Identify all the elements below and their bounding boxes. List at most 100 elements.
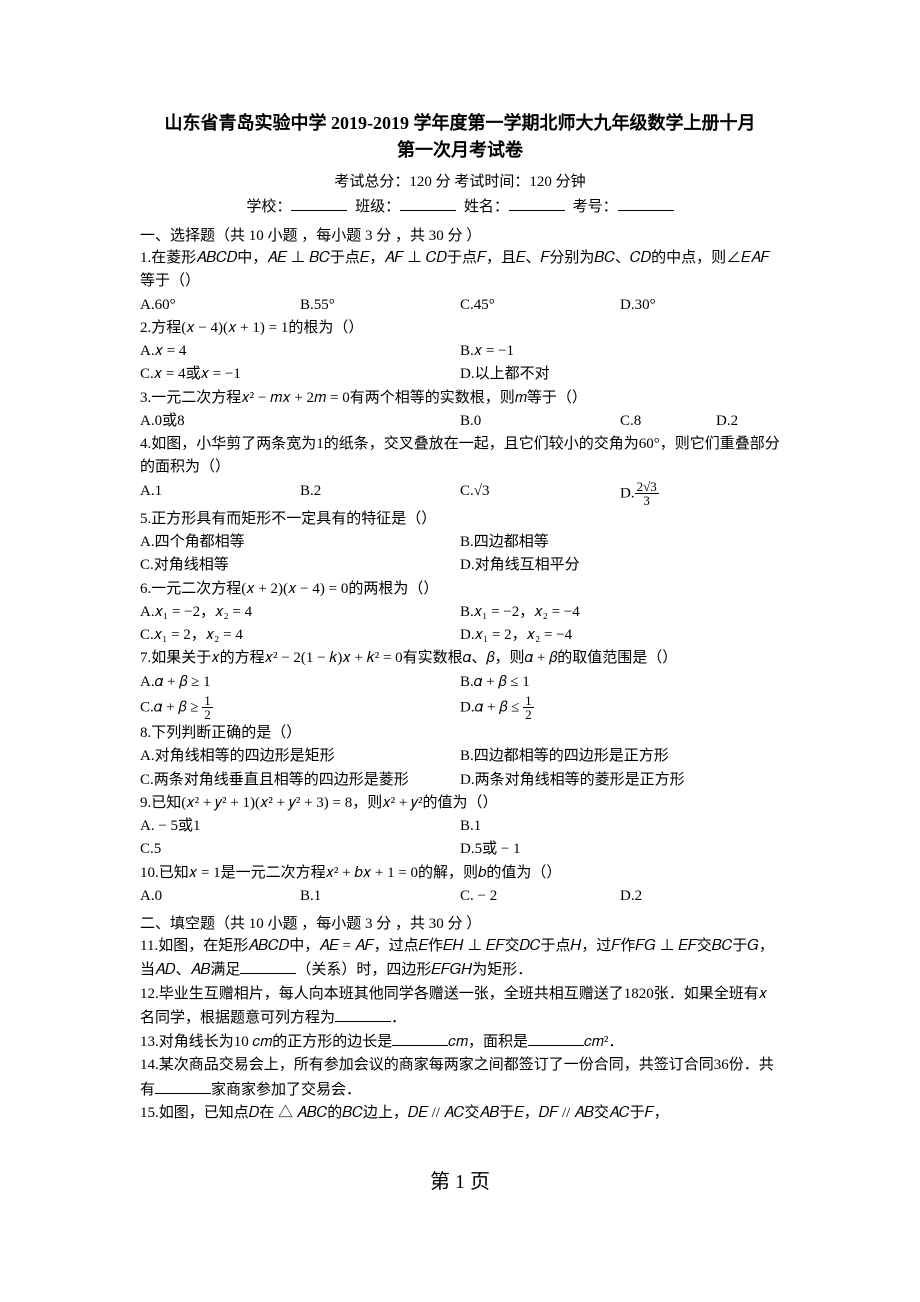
- q2-opt-a: A.𝑥 = 4: [140, 340, 460, 363]
- q4-opt-b: B.2: [300, 480, 460, 508]
- q5-opt-a: A.四个角都相等: [140, 531, 460, 554]
- q8-opt-d: D.两条对角线相等的菱形是正方形: [460, 769, 780, 792]
- q1-opt-c: C.45°: [460, 294, 620, 317]
- section-1-head: 一、选择题（共 10 小题 ，每小题 3 分 ，共 30 分 ）: [140, 224, 780, 245]
- q7-opt-b: B.𝛼 + 𝛽 ≤ 1: [460, 671, 780, 694]
- q5-opt-c: C.对角线相等: [140, 554, 460, 577]
- q7-opt-c: C.𝛼 + 𝛽 ≥ 12: [140, 694, 460, 722]
- q2-opt-c: C.𝑥 = 4或𝑥 = −1: [140, 363, 460, 386]
- q6-opt-a: A.𝑥₁ = −2，𝑥₂ = 4: [140, 601, 460, 624]
- q13-p3: 𝑐𝑚²．: [584, 1034, 623, 1050]
- q7-d-prefix: D.𝛼 + 𝛽 ≤: [460, 699, 523, 715]
- q9-options: A. − 5或1 B.1 C.5 D.5或 − 1: [140, 815, 780, 862]
- q3-options: A.0或8 B.0 C.8 D.2: [140, 410, 780, 433]
- q12-blank: [335, 1006, 391, 1022]
- q12-p2: ．: [391, 1010, 406, 1026]
- q10-stem: 10.已知𝑥 = 1是一元二次方程𝑥² + 𝑏𝑥 + 1 = 0的解，则𝑏的值为…: [140, 862, 780, 885]
- q14-blank: [155, 1078, 211, 1094]
- q1-options: A.60° B.55° C.45° D.30°: [140, 294, 780, 317]
- q7-c-den: 2: [202, 708, 213, 722]
- q4-d-frac: 2√33: [635, 480, 659, 508]
- q7-opt-a: A.𝛼 + 𝛽 ≥ 1: [140, 671, 460, 694]
- title-line-1: 山东省青岛实验中学 2019-2019 学年度第一学期北师大九年级数学上册十月: [165, 113, 756, 133]
- q2-opt-d: D.以上都不对: [460, 363, 780, 386]
- q3-opt-d: D.2: [716, 410, 780, 433]
- q7-d-den: 2: [523, 708, 534, 722]
- q7-c-num: 1: [202, 694, 213, 709]
- q10-opt-c: C. − 2: [460, 885, 620, 908]
- q11-blank: [240, 958, 296, 974]
- q13: 13.对角线长为10 𝑐𝑚的正方形的边长是𝑐𝑚，面积是𝑐𝑚²．: [140, 1030, 780, 1054]
- q7-stem: 7.如果关于𝑥的方程𝑥² − 2(1 − 𝑘)𝑥 + 𝑘² = 0有实数根𝛼、𝛽…: [140, 647, 780, 670]
- q1-stem: 1.在菱形𝐴𝐵𝐶𝐷中，𝐴𝐸 ⊥ 𝐵𝐶于点𝐸，𝐴𝐹 ⊥ 𝐶𝐷于点𝐹，且𝐸、𝐹分别为…: [140, 247, 780, 294]
- blank-id: [618, 195, 674, 211]
- q9-opt-a: A. − 5或1: [140, 815, 460, 838]
- q13-blank-2: [528, 1030, 584, 1046]
- q10-options: A.0 B.1 C. − 2 D.2: [140, 885, 780, 908]
- q3-opt-c: C.8: [620, 410, 716, 433]
- q2-stem: 2.方程(𝑥 − 4)(𝑥 + 1) = 1的根为（）: [140, 317, 780, 340]
- q5-options: A.四个角都相等 B.四边都相等 C.对角线相等 D.对角线互相平分: [140, 531, 780, 578]
- q9-opt-c: C.5: [140, 838, 460, 861]
- q8-options: A.对角线相等的四边形是矩形 B.四边都相等的四边形是正方形 C.两条对角线垂直…: [140, 745, 780, 792]
- page-footer: 第 1 页: [140, 1165, 780, 1194]
- q4-stem: 4.如图，小华剪了两条宽为1的纸条，交叉叠放在一起，且它们较小的交角为60°，则…: [140, 433, 780, 480]
- section-2-head: 二、填空题（共 10 小题 ，每小题 3 分 ，共 30 分 ）: [140, 912, 780, 933]
- label-name: 姓名：: [464, 199, 509, 215]
- q4-d-num: 2√3: [635, 480, 659, 495]
- label-school: 学校：: [246, 199, 291, 215]
- q4-opt-a: A.1: [140, 480, 300, 508]
- q7-d-frac: 12: [523, 694, 534, 722]
- q3-opt-b: B.0: [460, 410, 620, 433]
- q9-opt-d: D.5或 − 1: [460, 838, 780, 861]
- q2-opt-b: B.𝑥 = −1: [460, 340, 780, 363]
- q8-stem: 8.下列判断正确的是（）: [140, 722, 780, 745]
- q1-opt-b: B.55°: [300, 294, 460, 317]
- q6-opt-c: C.𝑥₁ = 2，𝑥₂ = 4: [140, 624, 460, 647]
- q13-blank-1: [392, 1030, 448, 1046]
- q6-stem: 6.一元二次方程(𝑥 + 2)(𝑥 − 4) = 0的两根为（）: [140, 578, 780, 601]
- q7-c-frac: 12: [202, 694, 213, 722]
- q6-opt-b: B.𝑥₁ = −2，𝑥₂ = −4: [460, 601, 780, 624]
- label-id: 考号：: [573, 199, 618, 215]
- q5-opt-b: B.四边都相等: [460, 531, 780, 554]
- q7-d-num: 1: [523, 694, 534, 709]
- q1-opt-d: D.30°: [620, 294, 780, 317]
- title-line-2: 第一次月考试卷: [397, 140, 523, 160]
- q3-stem: 3.一元二次方程𝑥² − 𝑚𝑥 + 2𝑚 = 0有两个相等的实数根，则𝑚等于（）: [140, 387, 780, 410]
- q10-opt-a: A.0: [140, 885, 300, 908]
- blank-name: [509, 195, 565, 211]
- q13-p1: 13.对角线长为10 𝑐𝑚的正方形的边长是: [140, 1034, 392, 1050]
- q8-opt-b: B.四边都相等的四边形是正方形: [460, 745, 780, 768]
- q15-p1: 15.如图，已知点𝐷在 △ 𝐴𝐵𝐶的𝐵𝐶边上，𝐷𝐸 // 𝐴𝐶交𝐴𝐵于𝐸，𝐷𝐹 …: [140, 1105, 669, 1121]
- exam-page: 山东省青岛实验中学 2019-2019 学年度第一学期北师大九年级数学上册十月 …: [0, 0, 920, 1234]
- q3-opt-a: A.0或8: [140, 410, 460, 433]
- student-info-line: 学校： 班级： 姓名： 考号：: [140, 195, 780, 216]
- q4-opt-c: C.√3: [460, 480, 620, 508]
- q5-opt-d: D.对角线互相平分: [460, 554, 780, 577]
- q4-options: A.1 B.2 C.√3 D.2√33: [140, 480, 780, 508]
- q1-opt-a: A.60°: [140, 294, 300, 317]
- q4-opt-d: D.2√33: [620, 480, 780, 508]
- q9-opt-b: B.1: [460, 815, 780, 838]
- q14: 14.某次商品交易会上，所有参加会议的商家每两家之间都签订了一份合同，共签订合同…: [140, 1054, 780, 1102]
- q6-opt-d: D.𝑥₁ = 2，𝑥₂ = −4: [460, 624, 780, 647]
- q14-p2: 家商家参加了交易会．: [211, 1082, 361, 1098]
- q7-opt-d: D.𝛼 + 𝛽 ≤ 12: [460, 694, 780, 722]
- q8-opt-a: A.对角线相等的四边形是矩形: [140, 745, 460, 768]
- q4-d-prefix: D.: [620, 485, 635, 501]
- q8-opt-c: C.两条对角线垂直且相等的四边形是菱形: [140, 769, 460, 792]
- q15: 15.如图，已知点𝐷在 △ 𝐴𝐵𝐶的𝐵𝐶边上，𝐷𝐸 // 𝐴𝐶交𝐴𝐵于𝐸，𝐷𝐹 …: [140, 1102, 780, 1125]
- blank-class: [400, 195, 456, 211]
- q4-d-den: 3: [635, 494, 659, 508]
- q11: 11.如图，在矩形𝐴𝐵𝐶𝐷中，𝐴𝐸 = 𝐴𝐹，过点𝐸作𝐸𝐻 ⊥ 𝐸𝐹交𝐷𝐶于点𝐻…: [140, 935, 780, 983]
- q9-stem: 9.已知(𝑥² + 𝑦² + 1)(𝑥² + 𝑦² + 3) = 8，则𝑥² +…: [140, 792, 780, 815]
- q7-c-prefix: C.𝛼 + 𝛽 ≥: [140, 699, 202, 715]
- q11-p2: （关系）时，四边形𝐸𝐹𝐺𝐻为矩形．: [296, 962, 532, 978]
- q6-options: A.𝑥₁ = −2，𝑥₂ = 4 B.𝑥₁ = −2，𝑥₂ = −4 C.𝑥₁ …: [140, 601, 780, 648]
- q10-opt-d: D.2: [620, 885, 780, 908]
- q7-options: A.𝛼 + 𝛽 ≥ 1 B.𝛼 + 𝛽 ≤ 1 C.𝛼 + 𝛽 ≥ 12 D.𝛼…: [140, 671, 780, 723]
- q12-p1: 12.毕业生互赠相片，每人向本班其他同学各赠送一张，全班共相互赠送了1820张．…: [140, 986, 767, 1026]
- page-title: 山东省青岛实验中学 2019-2019 学年度第一学期北师大九年级数学上册十月 …: [140, 110, 780, 164]
- q5-stem: 5.正方形具有而矩形不一定具有的特征是（）: [140, 508, 780, 531]
